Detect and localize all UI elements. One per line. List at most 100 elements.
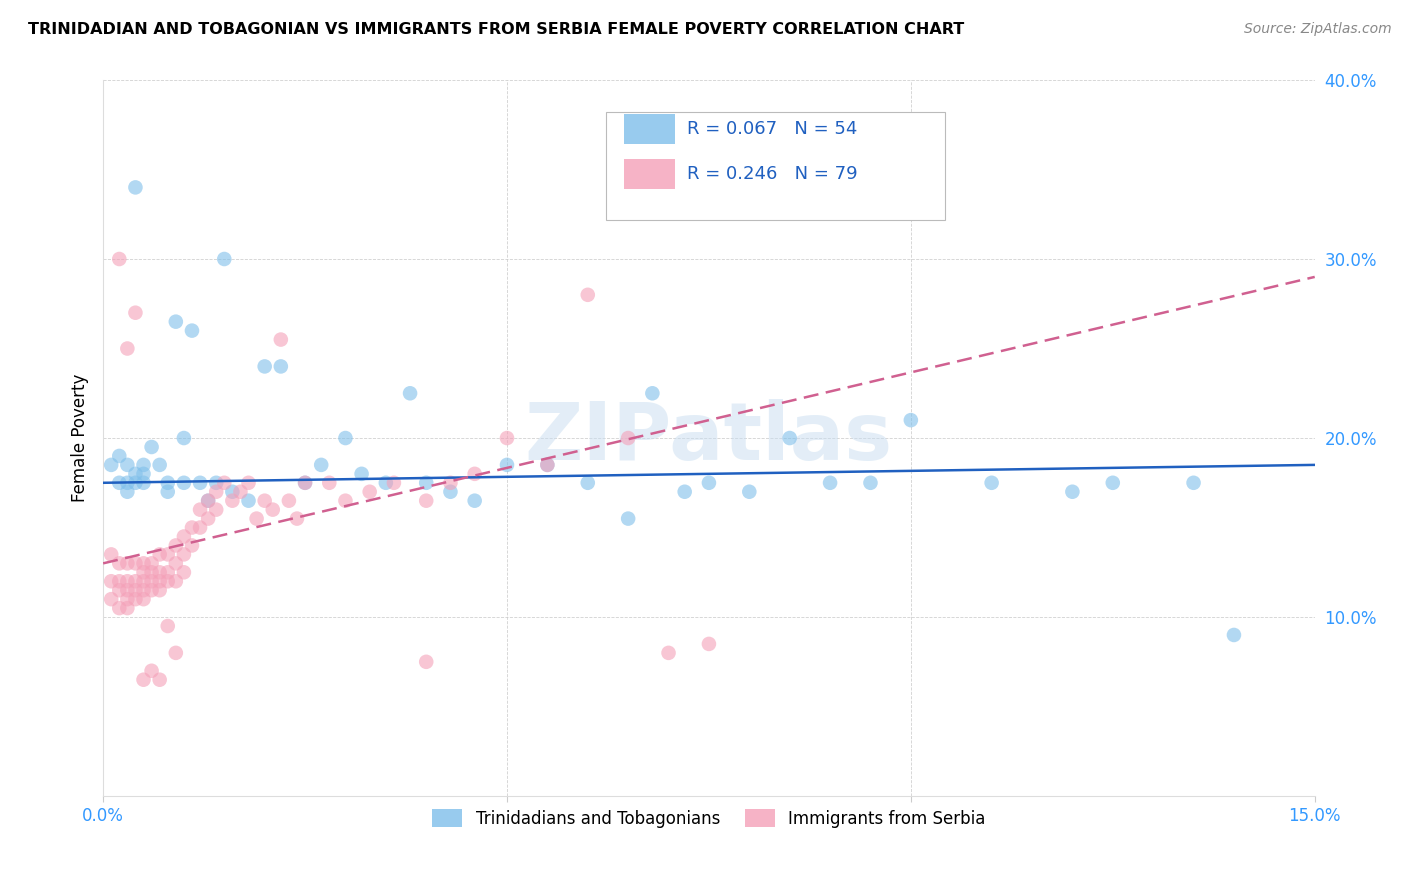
Point [124,467,146,481]
Point [165,574,187,589]
Point [464,467,486,481]
Point [117,458,139,472]
Point [617,511,640,525]
Y-axis label: Female Poverty: Female Poverty [72,374,89,502]
Point [536,458,558,472]
Point [1223,628,1246,642]
Legend: Trinidadians and Tobagonians, Immigrants from Serbia: Trinidadians and Tobagonians, Immigrants… [426,803,993,834]
Point [156,619,179,633]
Point [108,574,131,589]
Point [238,475,260,490]
Point [156,574,179,589]
FancyBboxPatch shape [624,159,675,189]
Point [197,493,219,508]
Point [132,673,155,687]
Point [294,475,316,490]
Point [173,431,195,445]
Point [149,574,172,589]
Text: Source: ZipAtlas.com: Source: ZipAtlas.com [1244,22,1392,37]
Point [108,475,131,490]
Point [117,342,139,356]
Point [980,475,1002,490]
Point [100,548,122,562]
Point [100,458,122,472]
Point [673,484,696,499]
Point [149,583,172,598]
Point [576,288,599,302]
Point [496,431,519,445]
Point [124,557,146,571]
Point [1182,475,1205,490]
Point [165,538,187,552]
Point [117,475,139,490]
Point [1062,484,1084,499]
Point [294,475,316,490]
Point [141,574,163,589]
Text: R = 0.067   N = 54: R = 0.067 N = 54 [688,120,858,138]
Point [141,557,163,571]
Point [253,493,276,508]
Point [117,601,139,615]
Point [124,475,146,490]
Point [214,252,236,266]
Point [124,592,146,607]
Point [617,431,640,445]
Point [149,673,172,687]
Point [464,493,486,508]
Point [738,484,761,499]
Point [262,502,284,516]
Point [415,493,437,508]
Point [309,458,332,472]
Point [496,458,519,472]
Point [141,664,163,678]
Point [318,475,340,490]
Point [149,566,172,580]
Point [181,520,204,534]
Point [124,574,146,589]
Point [132,557,155,571]
Point [277,493,299,508]
Point [697,475,720,490]
Point [173,529,195,543]
Point [100,592,122,607]
Point [285,511,308,525]
Point [117,574,139,589]
Point [415,475,437,490]
Point [576,475,599,490]
Point [181,324,204,338]
Point [149,458,172,472]
Point [253,359,276,374]
Point [132,583,155,598]
Point [124,583,146,598]
Point [270,359,292,374]
Point [657,646,679,660]
Point [132,458,155,472]
Point [214,475,236,490]
Point [439,475,461,490]
Point [221,493,243,508]
Point [124,306,146,320]
Point [374,475,396,490]
Point [197,511,219,525]
Point [141,440,163,454]
Point [818,475,841,490]
Point [108,557,131,571]
Point [132,592,155,607]
Point [117,484,139,499]
Point [173,548,195,562]
Point [697,637,720,651]
Point [415,655,437,669]
FancyBboxPatch shape [624,114,675,145]
Point [335,431,357,445]
Point [156,548,179,562]
Point [350,467,373,481]
Point [132,566,155,580]
Point [173,566,195,580]
Point [165,315,187,329]
Text: TRINIDADIAN AND TOBAGONIAN VS IMMIGRANTS FROM SERBIA FEMALE POVERTY CORRELATION : TRINIDADIAN AND TOBAGONIAN VS IMMIGRANTS… [28,22,965,37]
Point [132,467,155,481]
Point [156,475,179,490]
Point [221,484,243,499]
FancyBboxPatch shape [606,112,945,219]
Point [439,484,461,499]
